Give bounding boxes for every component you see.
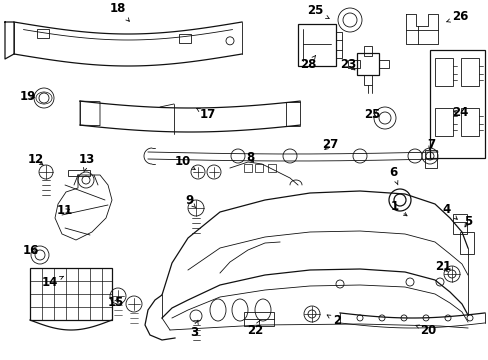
Text: 15: 15 — [107, 296, 124, 309]
Text: 4: 4 — [442, 203, 456, 219]
Text: 19: 19 — [20, 90, 36, 104]
Text: 26: 26 — [446, 10, 467, 23]
Text: 11: 11 — [57, 204, 73, 217]
Text: 25: 25 — [306, 4, 328, 19]
Text: 17: 17 — [196, 108, 216, 121]
Text: 7: 7 — [426, 139, 434, 152]
Text: 2: 2 — [326, 315, 340, 328]
Text: 23: 23 — [339, 58, 355, 72]
Text: 22: 22 — [246, 320, 263, 337]
Text: 18: 18 — [110, 3, 129, 21]
Text: 20: 20 — [415, 324, 435, 337]
Text: 27: 27 — [321, 139, 337, 152]
Text: 21: 21 — [434, 261, 450, 274]
Text: 24: 24 — [451, 107, 467, 120]
Text: 10: 10 — [175, 156, 195, 170]
Text: 12: 12 — [28, 153, 44, 166]
Text: 9: 9 — [184, 194, 196, 208]
Text: 6: 6 — [388, 166, 397, 185]
Text: 14: 14 — [42, 276, 63, 289]
Text: 25: 25 — [363, 108, 379, 121]
Text: 3: 3 — [189, 320, 198, 338]
Text: 28: 28 — [299, 55, 316, 72]
Text: 16: 16 — [23, 243, 39, 256]
Text: 8: 8 — [245, 152, 254, 165]
Text: 13: 13 — [79, 153, 95, 172]
Text: 5: 5 — [463, 216, 471, 229]
Text: 1: 1 — [390, 201, 406, 216]
